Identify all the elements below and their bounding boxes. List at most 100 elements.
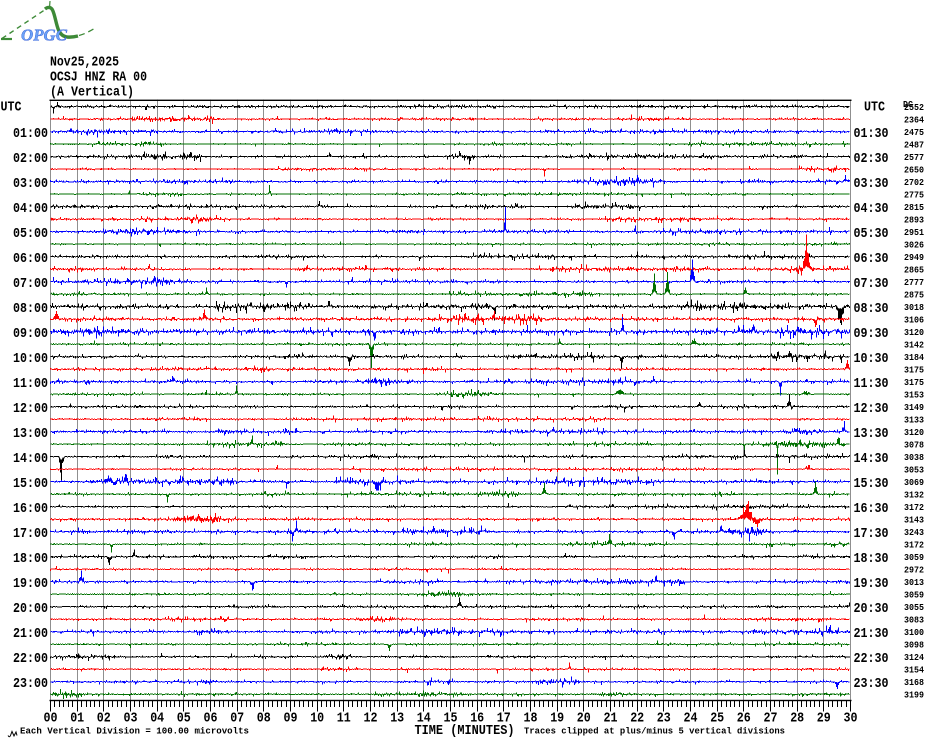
svg-text:3168: 3168: [904, 677, 924, 688]
svg-text:13:00: 13:00: [13, 426, 48, 442]
svg-text:Nov25,2025: Nov25,2025: [50, 54, 119, 70]
svg-text:29: 29: [817, 711, 831, 727]
svg-text:2875: 2875: [904, 290, 924, 301]
svg-text:04:30: 04:30: [854, 201, 889, 217]
svg-text:3199: 3199: [904, 690, 924, 701]
svg-text:18:00: 18:00: [13, 551, 48, 567]
svg-text:27: 27: [764, 711, 778, 727]
svg-text:02:00: 02:00: [13, 151, 48, 167]
svg-text:12:30: 12:30: [854, 401, 889, 417]
svg-text:12:00: 12:00: [13, 401, 48, 417]
svg-text:19:00: 19:00: [13, 576, 48, 592]
svg-text:23: 23: [657, 711, 671, 727]
svg-text:3154: 3154: [904, 665, 924, 676]
svg-text:07:00: 07:00: [13, 276, 48, 292]
svg-text:22:30: 22:30: [854, 651, 889, 667]
svg-text:18:30: 18:30: [854, 551, 889, 567]
svg-text:3098: 3098: [904, 640, 924, 651]
svg-text:2865: 2865: [904, 265, 924, 276]
svg-text:20:00: 20:00: [13, 601, 48, 617]
svg-text:3172: 3172: [904, 540, 924, 551]
svg-text:10:00: 10:00: [13, 351, 48, 367]
svg-text:2777: 2777: [904, 277, 924, 288]
svg-text:13: 13: [390, 711, 404, 727]
svg-text:16:30: 16:30: [854, 501, 889, 517]
svg-text:3243: 3243: [904, 527, 924, 538]
svg-text:UTC: UTC: [864, 100, 885, 116]
svg-text:2552: 2552: [904, 102, 924, 113]
svg-text:02:30: 02:30: [854, 151, 889, 167]
svg-text:23:30: 23:30: [854, 676, 889, 692]
svg-text:3153: 3153: [904, 390, 924, 401]
svg-text:3055: 3055: [904, 602, 924, 613]
svg-text:11:00: 11:00: [13, 376, 48, 392]
svg-text:DC: DC: [903, 99, 913, 110]
svg-text:3120: 3120: [904, 427, 924, 438]
svg-text:3106: 3106: [904, 315, 924, 326]
svg-text:07:30: 07:30: [854, 276, 889, 292]
svg-text:2364: 2364: [904, 115, 924, 126]
svg-text:16: 16: [470, 711, 484, 727]
svg-text:2972: 2972: [904, 565, 924, 576]
svg-text:05:00: 05:00: [13, 226, 48, 242]
svg-text:24: 24: [684, 711, 698, 727]
svg-text:2893: 2893: [904, 215, 924, 226]
svg-text:11:30: 11:30: [854, 376, 889, 392]
svg-text:3142: 3142: [904, 340, 924, 351]
svg-text:3184: 3184: [904, 352, 924, 363]
svg-text:10:30: 10:30: [854, 351, 889, 367]
svg-text:06:30: 06:30: [854, 251, 889, 267]
svg-text:2650: 2650: [904, 165, 924, 176]
svg-text:3124: 3124: [904, 652, 924, 663]
svg-text:23:00: 23:00: [13, 676, 48, 692]
svg-text:07: 07: [230, 711, 244, 727]
svg-text:28: 28: [790, 711, 804, 727]
svg-text:01: 01: [70, 711, 84, 727]
svg-text:05: 05: [177, 711, 191, 727]
svg-text:20:30: 20:30: [854, 601, 889, 617]
svg-text:21: 21: [604, 711, 618, 727]
svg-text:2949: 2949: [904, 252, 924, 263]
svg-text:05:30: 05:30: [854, 226, 889, 242]
svg-text:2775: 2775: [904, 190, 924, 201]
svg-text:25: 25: [710, 711, 724, 727]
svg-text:06:00: 06:00: [13, 251, 48, 267]
svg-text:14:30: 14:30: [854, 451, 889, 467]
svg-text:03:00: 03:00: [13, 176, 48, 192]
svg-text:17: 17: [497, 711, 511, 727]
svg-text:09:00: 09:00: [13, 326, 48, 342]
svg-text:11: 11: [337, 711, 351, 727]
svg-text:18: 18: [524, 711, 538, 727]
svg-text:08:00: 08:00: [13, 301, 48, 317]
svg-text:13:30: 13:30: [854, 426, 889, 442]
svg-text:3083: 3083: [904, 615, 924, 626]
svg-text:2475: 2475: [904, 127, 924, 138]
svg-text:3069: 3069: [904, 477, 924, 488]
svg-text:2487: 2487: [904, 140, 924, 151]
svg-text:04: 04: [150, 711, 164, 727]
svg-text:3149: 3149: [904, 402, 924, 413]
svg-text:30: 30: [844, 711, 858, 727]
svg-text:3132: 3132: [904, 490, 924, 501]
svg-text:09:30: 09:30: [854, 326, 889, 342]
svg-text:02: 02: [97, 711, 111, 727]
svg-text:14: 14: [417, 711, 431, 727]
svg-text:3175: 3175: [904, 377, 924, 388]
svg-text:TIME (MINUTES): TIME (MINUTES): [415, 723, 515, 739]
svg-text:04:00: 04:00: [13, 201, 48, 217]
svg-text:3018: 3018: [904, 302, 924, 313]
svg-text:16:00: 16:00: [13, 501, 48, 517]
svg-text:21:00: 21:00: [13, 626, 48, 642]
svg-text:01:30: 01:30: [854, 126, 889, 142]
svg-text:3175: 3175: [904, 365, 924, 376]
svg-text:17:30: 17:30: [854, 526, 889, 542]
svg-text:OCSJ HNZ RA 00: OCSJ HNZ RA 00: [50, 69, 147, 85]
svg-text:3120: 3120: [904, 327, 924, 338]
svg-text:3026: 3026: [904, 240, 924, 251]
svg-text:17:00: 17:00: [13, 526, 48, 542]
svg-text:22: 22: [630, 711, 644, 727]
svg-text:Each Vertical Division = 100.: Each Vertical Division = 100.00 microvol…: [20, 726, 249, 737]
svg-text:Traces clipped at plus/minus 5: Traces clipped at plus/minus 5 vertical …: [524, 726, 785, 737]
svg-text:3059: 3059: [904, 590, 924, 601]
svg-text:00: 00: [44, 711, 58, 727]
